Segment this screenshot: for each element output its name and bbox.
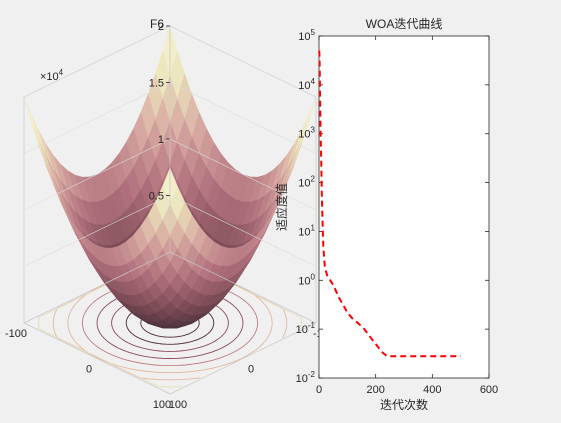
convergence-title: WOA迭代曲线 — [366, 17, 443, 31]
y-tick-label: 10-2 — [296, 370, 316, 385]
axis-frame-line — [169, 322, 317, 395]
surface-title: F6 — [150, 17, 164, 31]
y-tick-label: 100 — [169, 399, 187, 411]
x-tick-label: 0 — [86, 364, 92, 376]
z-exponent-label: ×104 — [40, 68, 64, 83]
axis-frame-line — [23, 251, 171, 324]
axis-frame-line — [169, 251, 317, 324]
z-tick-label: 1.5 — [149, 78, 164, 90]
y-tick-label: 103 — [298, 126, 315, 141]
x-axis-label: 迭代次数 — [380, 397, 428, 412]
z-tick-label: 2 — [158, 21, 164, 33]
contour-ring — [81, 279, 259, 367]
x-tick-label: 400 — [423, 384, 441, 396]
x-tick-label: 200 — [366, 384, 384, 396]
x-tick-label: 0 — [316, 384, 322, 396]
y-tick-label: 104 — [298, 77, 315, 92]
y-tick-label: 10-1 — [296, 321, 316, 336]
y-tick-label: 102 — [298, 175, 315, 190]
z-tick-label: 1 — [158, 134, 164, 146]
y-tick-label: 0 — [248, 364, 254, 376]
x-tick-label: 100 — [153, 399, 171, 411]
plot-area — [318, 35, 490, 379]
y-tick-label: 105 — [298, 28, 315, 43]
contour-ring — [38, 258, 302, 388]
y-tick-label: 100 — [298, 272, 315, 287]
z-tick-labels: 0.5 1 1.5 2 — [149, 21, 170, 203]
convergence-plot: WOA迭代曲线 0 200 400 600 10-210-11001011021031… — [274, 17, 498, 412]
y-ticks: 10-2 10-1 100 101 102 103 104 105 — [296, 28, 489, 385]
y-tick-label: 101 — [298, 223, 315, 238]
x-tick-label: 600 — [480, 384, 498, 396]
contour-ring — [67, 272, 273, 374]
fitness-curve — [318, 50, 461, 358]
x-ticks: 0 200 400 600 — [316, 36, 498, 396]
x-tick-label: -100 — [5, 328, 27, 340]
x-tick-labels: -100 0 100 — [5, 328, 171, 411]
y-axis-label: 适应度值 — [274, 183, 289, 231]
axis-frame-line — [23, 322, 171, 395]
z-tick-label: 0.5 — [149, 191, 164, 203]
